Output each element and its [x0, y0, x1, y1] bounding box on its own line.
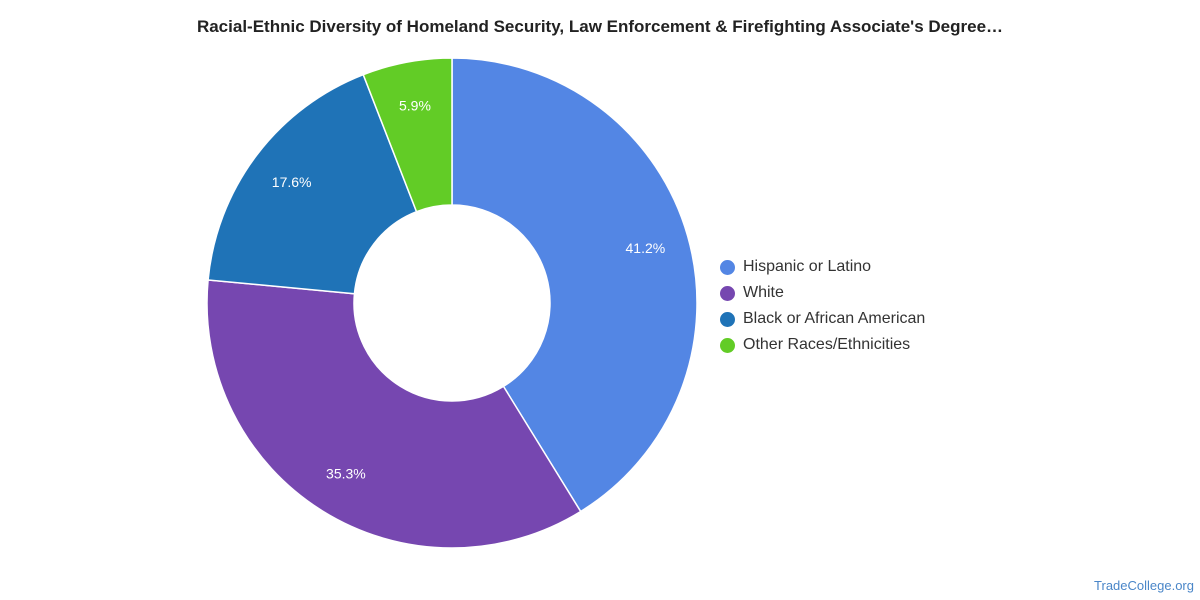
slice-other-races-ethnicities[interactable] — [362, 57, 453, 213]
slice-label-white: 35.3% — [326, 466, 366, 482]
legend-swatch-icon — [720, 337, 735, 353]
legend-label: Other Races/Ethnicities — [743, 336, 911, 353]
slice-label-hispanic-or-latino: 41.2% — [626, 240, 666, 256]
legend: Hispanic or Latino White Black or African … — [720, 254, 925, 358]
legend-swatch-icon — [720, 285, 735, 301]
legend-label: White — [743, 284, 784, 301]
legend-swatch-icon — [720, 259, 735, 275]
slice-label-black-or-african-american: 17.6% — [272, 174, 312, 190]
labels-layer: 41.2% 35.3% 17.6% 5.9% — [272, 97, 665, 481]
legend-item-black-or-african-american[interactable]: Black or African American — [720, 306, 925, 332]
legend-item-other-races-ethnicities[interactable]: Other Races/Ethnicities — [720, 332, 925, 358]
legend-swatch-icon — [720, 311, 735, 327]
legend-label: Black or African American — [743, 310, 926, 327]
slice-label-other-races-ethnicities: 5.9% — [399, 97, 431, 113]
legend-item-hispanic-or-latino[interactable]: Hispanic or Latino — [720, 254, 925, 280]
slice-white[interactable] — [206, 279, 582, 549]
legend-item-white[interactable]: White — [720, 280, 925, 306]
source-credit[interactable]: TradeCollege.org — [1094, 578, 1194, 593]
slice-black-or-african-american[interactable] — [207, 73, 418, 295]
slice-hispanic-or-latino[interactable] — [451, 57, 698, 513]
slices-layer — [206, 57, 698, 549]
chart-title: Racial-Ethnic Diversity of Homeland Secu… — [196, 17, 1004, 36]
legend-label: Hispanic or Latino — [743, 258, 872, 275]
